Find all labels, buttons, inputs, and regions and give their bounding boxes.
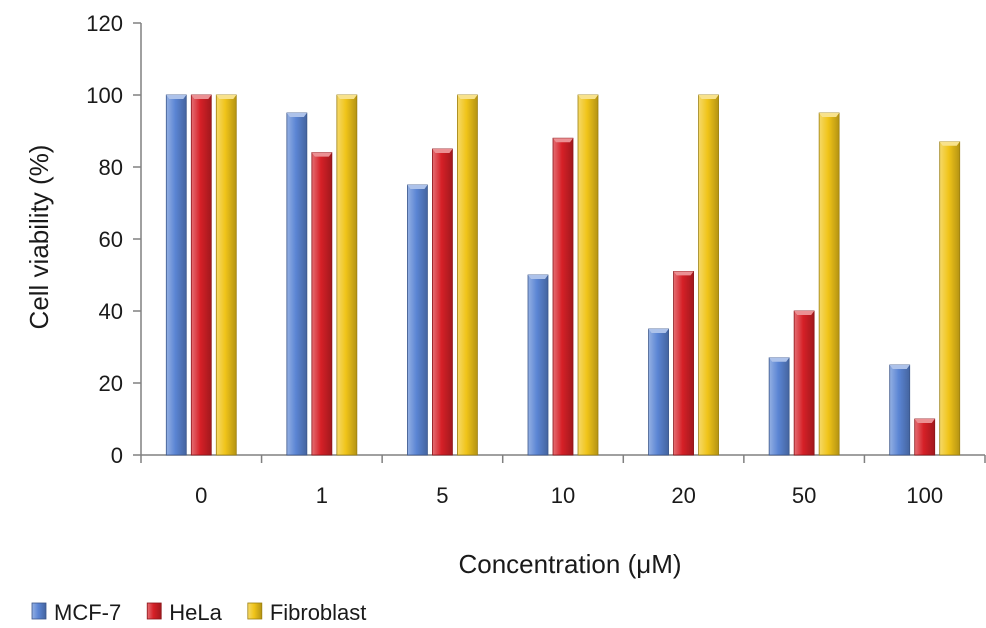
legend: MCF-7 HeLa Fibroblast — [31, 600, 367, 625]
bar-fibroblast-10 — [577, 94, 599, 456]
legend-item-mcf-7: MCF-7 — [31, 600, 121, 625]
bar-mcf-7-5 — [407, 184, 428, 456]
x-tick-label: 0 — [195, 483, 207, 508]
y-axis-ticks: 0 20 40 60 80 100 120 — [86, 11, 141, 468]
bar-hela-100 — [914, 418, 936, 456]
x-tick-label: 5 — [436, 483, 448, 508]
bar-fibroblast-50 — [818, 112, 840, 456]
y-tick-label: 20 — [99, 371, 123, 396]
bar-fibroblast-1 — [336, 94, 358, 456]
y-tick-label: 60 — [99, 227, 123, 252]
legend-label: Fibroblast — [270, 600, 367, 625]
x-tick-label: 1 — [316, 483, 328, 508]
bar-hela-0 — [190, 94, 212, 456]
bars — [165, 94, 961, 456]
bar-fibroblast-0 — [215, 94, 237, 456]
bar-mcf-7-1 — [286, 112, 308, 456]
x-tick-label: 100 — [906, 483, 943, 508]
legend-item-hela: HeLa — [146, 600, 223, 625]
bar-fibroblast-20 — [698, 94, 719, 456]
y-tick-label: 100 — [86, 83, 123, 108]
bar-fibroblast-5 — [457, 94, 478, 456]
legend-swatch — [247, 602, 263, 620]
y-tick-label: 120 — [86, 11, 123, 36]
x-tick-label: 50 — [792, 483, 816, 508]
bar-mcf-7-20 — [648, 328, 669, 456]
legend-item-fibroblast: Fibroblast — [247, 600, 367, 625]
y-tick-label: 0 — [111, 443, 123, 468]
legend-swatch — [146, 602, 162, 620]
y-tick-label: 40 — [99, 299, 123, 324]
x-axis-ticks: 0 1 5 10 20 50 100 — [195, 483, 943, 508]
bar-hela-20 — [673, 270, 694, 456]
bar-mcf-7-0 — [165, 94, 187, 456]
x-axis-title: Concentration (μM) — [458, 549, 681, 579]
x-tick-label: 20 — [671, 483, 695, 508]
bar-mcf-7-100 — [889, 364, 911, 456]
bar-fibroblast-100 — [939, 141, 961, 456]
x-axis — [140, 454, 986, 463]
bar-mcf-7-10 — [527, 274, 549, 456]
bar-hela-50 — [793, 310, 815, 456]
y-axis-title: Cell viability (%) — [24, 145, 54, 330]
legend-label: HeLa — [169, 600, 222, 625]
bar-hela-5 — [432, 148, 453, 456]
legend-swatch — [31, 602, 47, 620]
y-tick-label: 80 — [99, 155, 123, 180]
bar-hela-1 — [311, 152, 333, 456]
bar-mcf-7-50 — [768, 357, 790, 456]
bar-hela-10 — [552, 137, 574, 456]
x-tick-label: 10 — [551, 483, 575, 508]
legend-label: MCF-7 — [54, 600, 121, 625]
